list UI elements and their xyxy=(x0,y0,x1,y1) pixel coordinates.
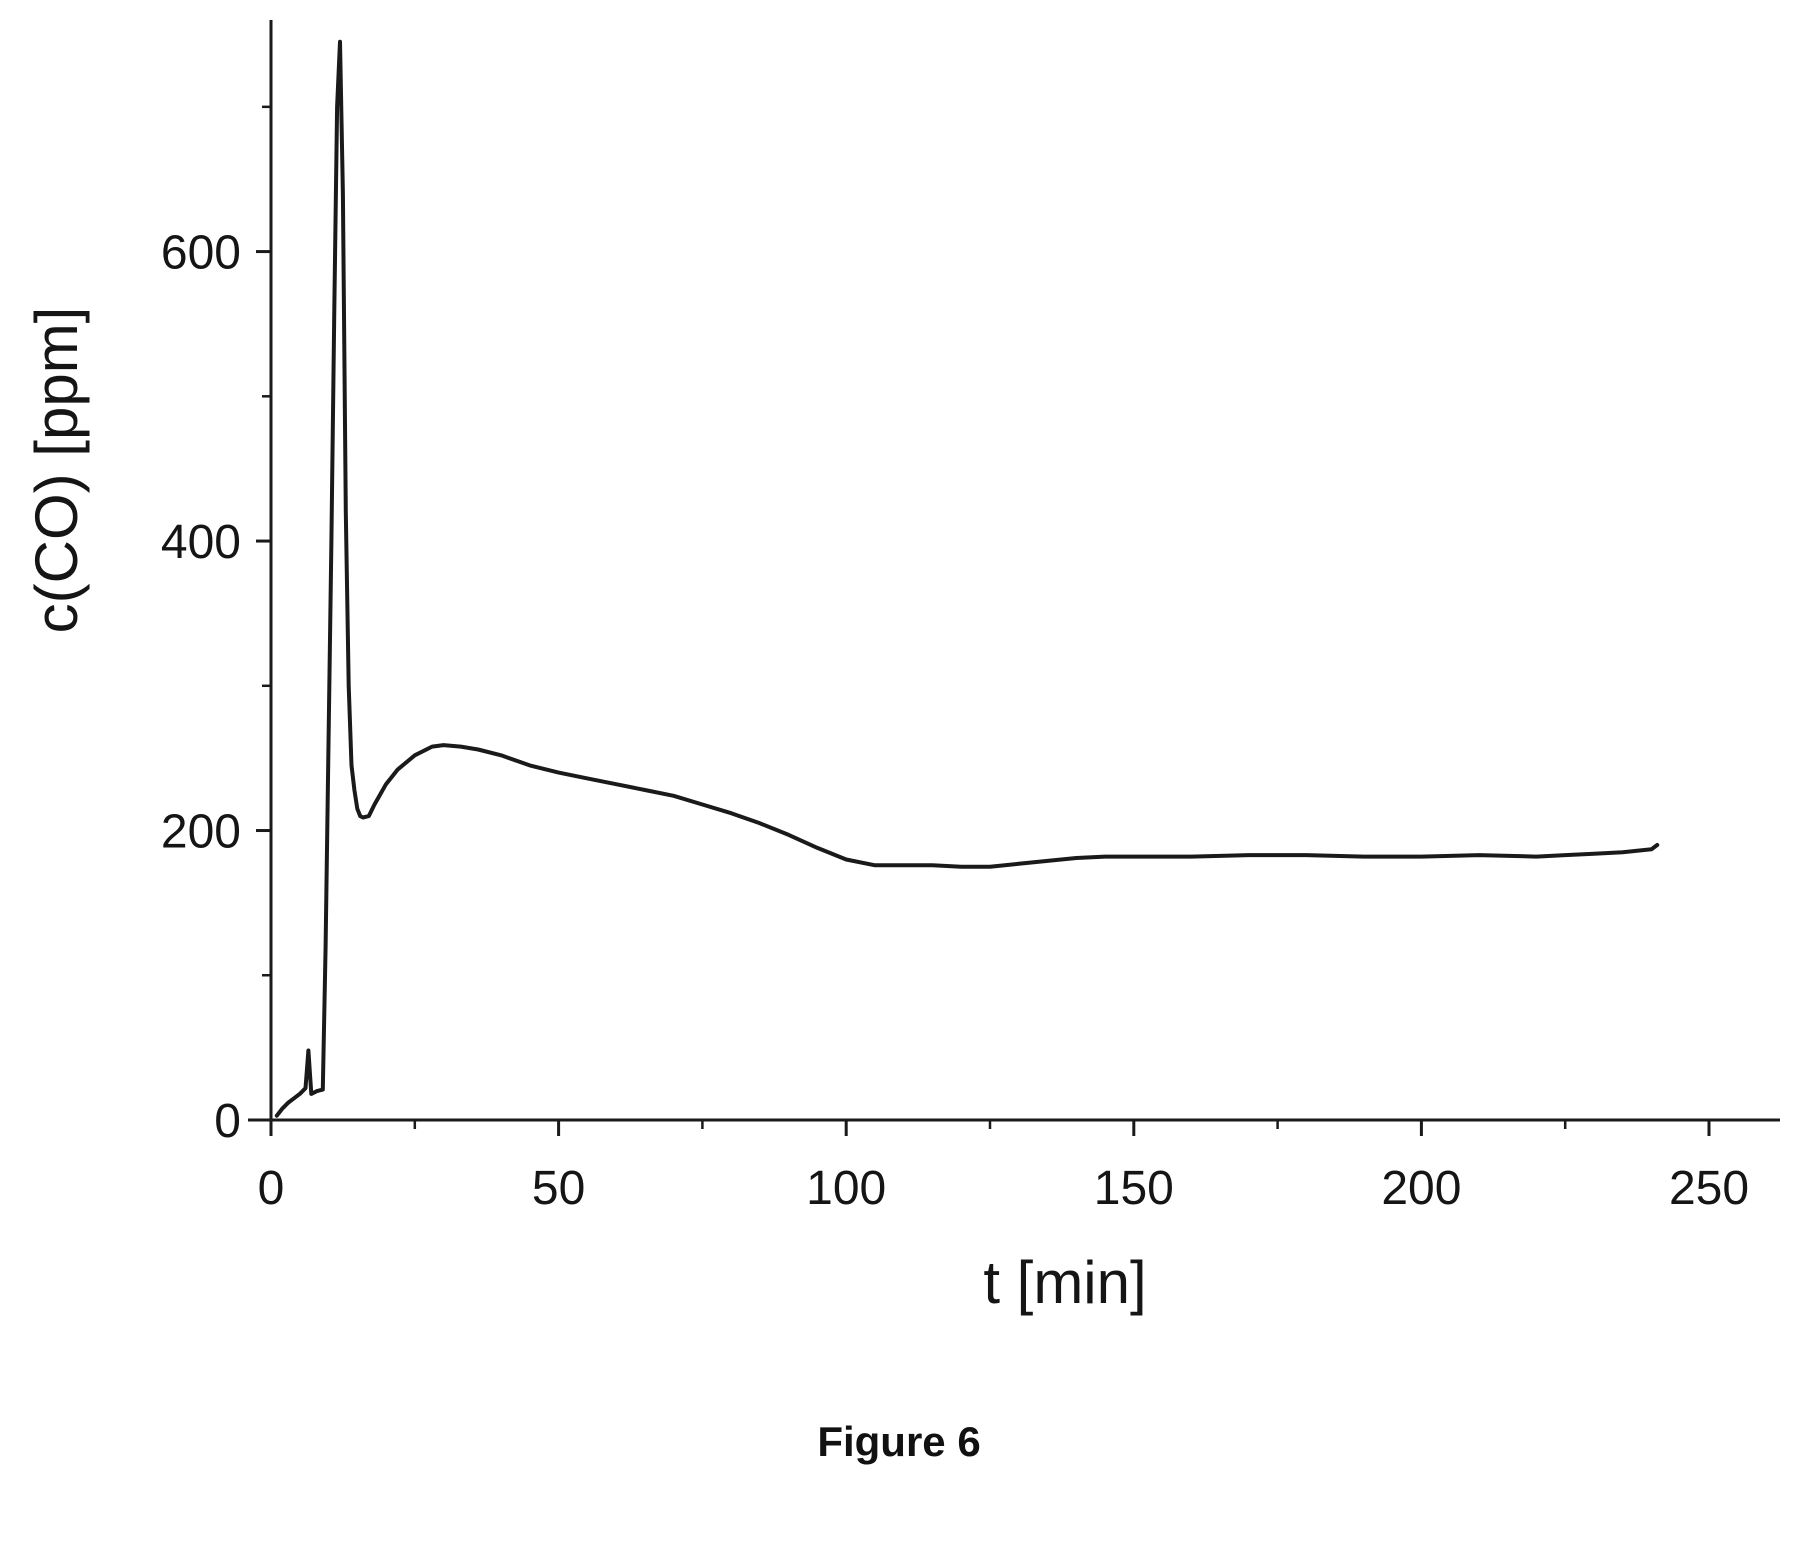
x-tick-label: 150 xyxy=(1094,1162,1174,1215)
axis-ticks xyxy=(256,105,1711,1136)
axis-tick-labels: 0 50 100 150 200 250 0 200 400 600 xyxy=(161,227,1749,1215)
plot-area xyxy=(248,20,1780,1122)
figure-caption: Figure 6 xyxy=(817,1418,981,1465)
y-tick-label: 200 xyxy=(161,806,241,859)
series-layer xyxy=(274,39,1660,1118)
x-tick-label: 250 xyxy=(1669,1162,1749,1215)
co-concentration-series-line xyxy=(274,39,1660,1118)
x-axis-title: t [min] xyxy=(983,1249,1146,1316)
x-tick-label: 200 xyxy=(1381,1162,1461,1215)
x-tick-label: 100 xyxy=(806,1162,886,1215)
y-tick-label: 400 xyxy=(161,516,241,569)
y-tick-label: 0 xyxy=(214,1095,241,1148)
y-axis-title: c(CO) [ppm] xyxy=(23,307,90,634)
y-tick-label: 600 xyxy=(161,227,241,280)
x-tick-label: 50 xyxy=(532,1162,585,1215)
x-tick-label: 0 xyxy=(258,1162,285,1215)
